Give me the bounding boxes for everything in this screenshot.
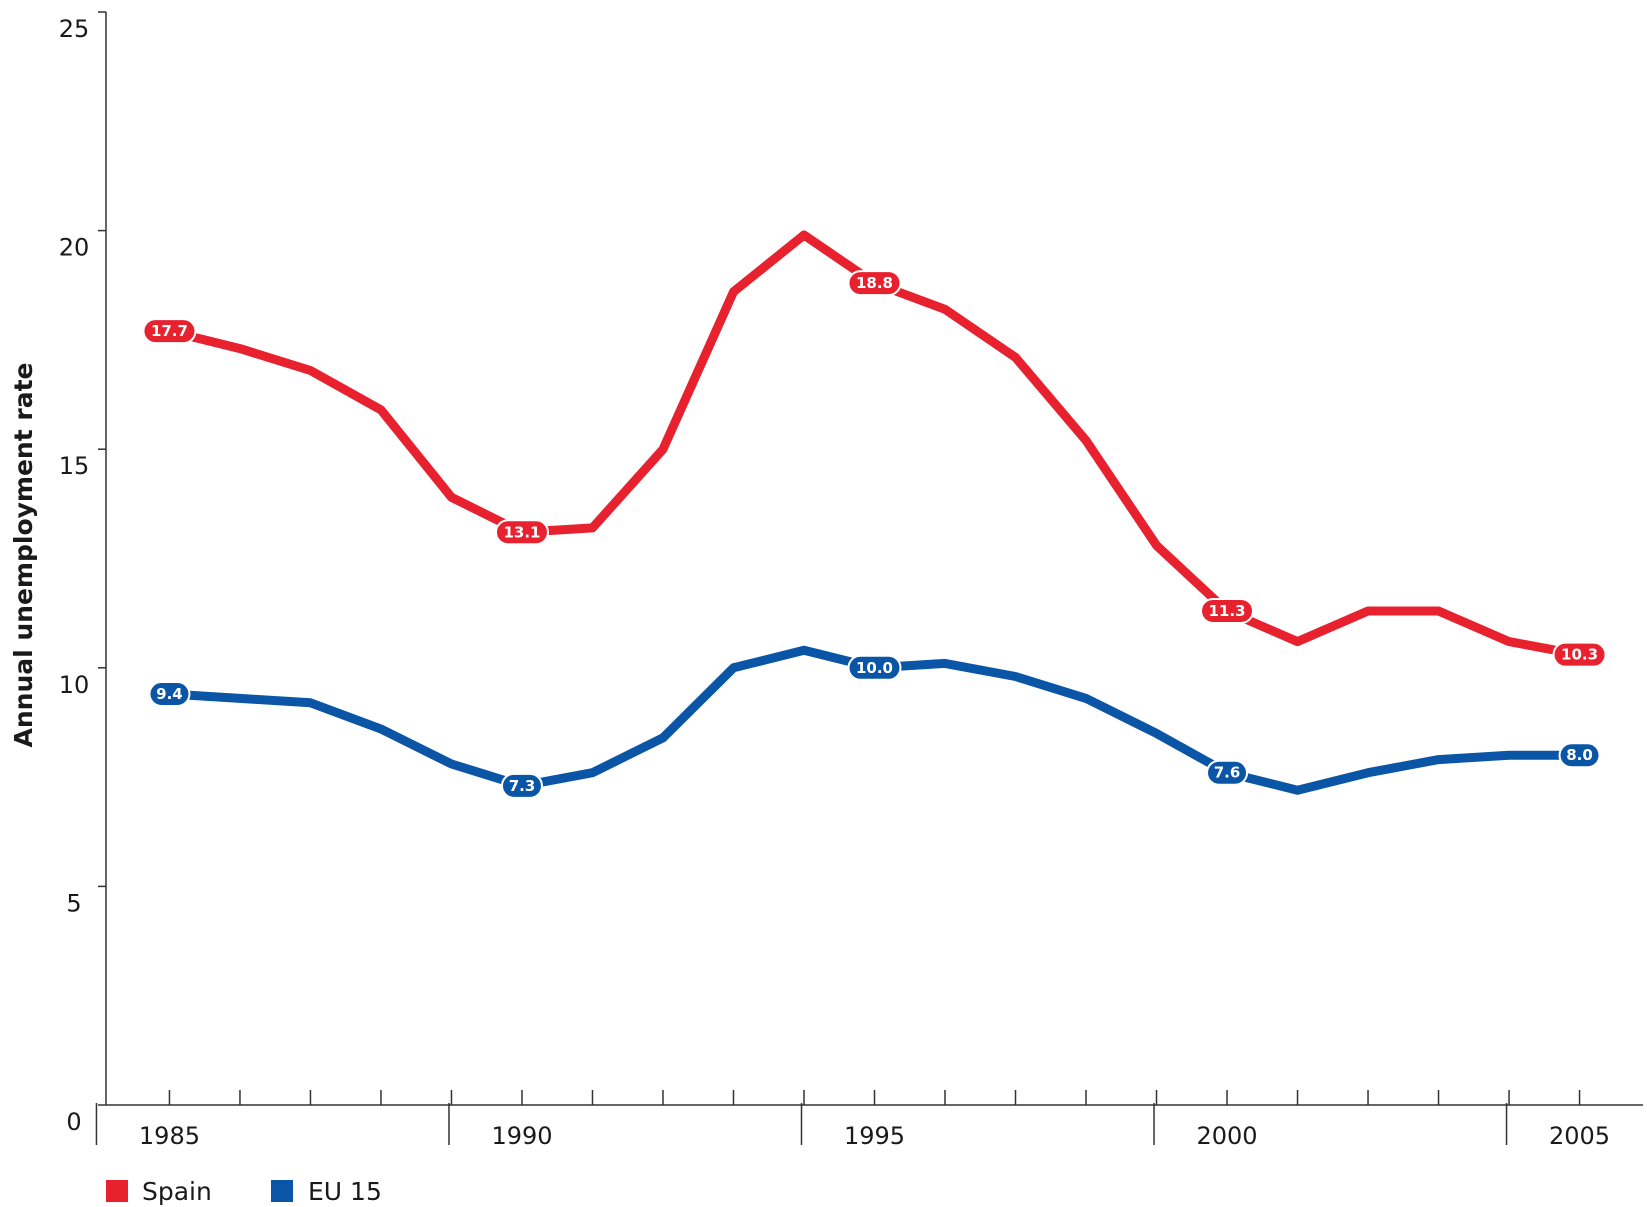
x-tick-label-1995: 1995 — [844, 1122, 905, 1150]
data-label-spain-2005: 10.3 — [1561, 646, 1598, 664]
data-label-pill-eu15-1985 — [148, 681, 191, 708]
x-tick-label-2000: 2000 — [1196, 1122, 1257, 1150]
data-label-pill-eu15-1990 — [500, 772, 543, 799]
data-label-spain-1990: 13.1 — [503, 523, 540, 541]
data-label-pill-spain-1990 — [494, 519, 549, 546]
axes-layer: 0 5 10 15 20 25 1985 1990 1995 2000 2005 — [59, 11, 1643, 1150]
data-label-pill-eu15-1995 — [847, 654, 902, 681]
x-tick-label-2005: 2005 — [1549, 1122, 1610, 1150]
x-tick-label-1990: 1990 — [491, 1122, 552, 1150]
series-layer — [165, 230, 1584, 795]
data-label-eu15-1990: 7.3 — [509, 777, 536, 795]
data-labels-layer: 17.7 13.1 18.8 11.3 10.3 9.4 7.3 10.0 7.6 8.0 — [142, 270, 1607, 799]
data-label-spain-1985: 17.7 — [151, 322, 188, 340]
data-label-pill-spain-2005 — [1552, 641, 1607, 668]
data-label-eu15-2005: 8.0 — [1566, 746, 1593, 764]
y-tick-label-5: 5 — [66, 889, 81, 917]
data-label-spain-1995: 18.8 — [856, 274, 893, 292]
data-label-pill-eu15-2000 — [1206, 759, 1249, 786]
series-line-spain — [165, 230, 1584, 660]
y-tick-label-20: 20 — [59, 234, 90, 262]
data-label-spain-2000: 11.3 — [1209, 602, 1246, 620]
y-tick-label-10: 10 — [59, 671, 90, 699]
data-label-pill-eu15-2005 — [1558, 742, 1601, 769]
y-tick-label-25: 25 — [59, 15, 90, 43]
x-tick-label-1985: 1985 — [139, 1122, 200, 1150]
y-axis-label: Annual unemployment rate — [9, 363, 38, 748]
legend-label-eu15: EU 15 — [308, 1177, 382, 1206]
legend-label-spain: Spain — [142, 1177, 212, 1206]
legend-swatch-spain — [106, 1180, 128, 1202]
data-label-pill-spain-1995 — [847, 270, 902, 297]
data-label-pill-spain-2000 — [1200, 597, 1255, 624]
data-label-pill-spain-1985 — [142, 318, 197, 345]
data-label-eu15-1985: 9.4 — [156, 685, 183, 703]
y-tick-label-0: 0 — [66, 1108, 81, 1136]
data-label-eu15-1995: 10.0 — [856, 659, 893, 677]
data-label-eu15-2000: 7.6 — [1214, 764, 1241, 782]
y-tick-label-15: 15 — [59, 452, 90, 480]
legend-swatch-eu15 — [271, 1180, 293, 1202]
legend: Spain EU 15 — [106, 1177, 382, 1206]
